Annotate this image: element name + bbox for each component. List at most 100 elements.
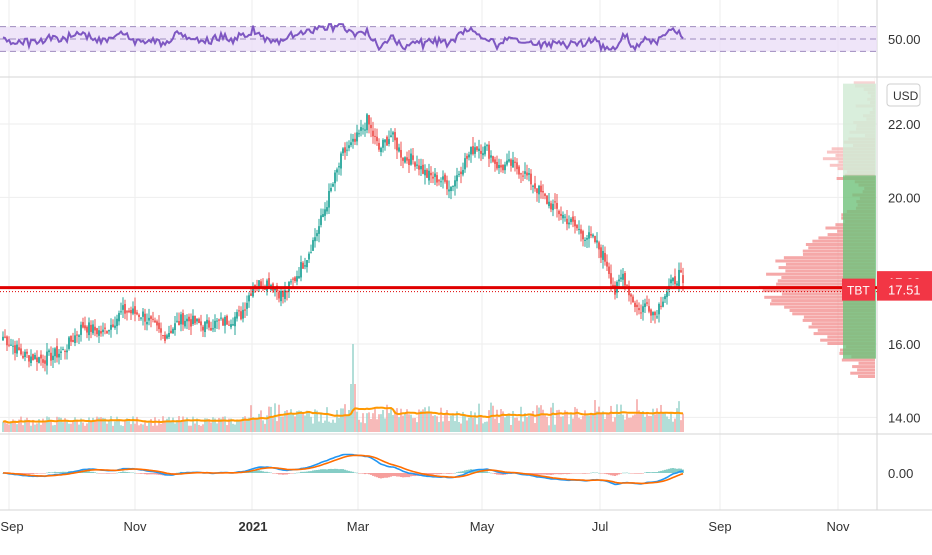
- volume-bar: [408, 414, 410, 432]
- macd-histogram-bar: [336, 469, 337, 473]
- candle-body: [330, 188, 332, 191]
- candle-body: [14, 345, 16, 353]
- macd-histogram-bar: [400, 473, 401, 477]
- volume-bar: [22, 425, 24, 432]
- candle-body: [360, 127, 362, 131]
- volume-bar: [76, 420, 78, 432]
- time-tick-label: Sep: [708, 519, 731, 534]
- volume-bar: [484, 422, 486, 432]
- macd-histogram-bar: [274, 473, 275, 474]
- candle-body: [620, 277, 622, 279]
- volume-bar: [88, 417, 90, 432]
- candle-body: [198, 319, 200, 323]
- macd-histogram-bar: [148, 473, 149, 474]
- candle-body: [448, 189, 450, 191]
- candle-body: [144, 314, 146, 322]
- level-price-value: 17.51: [888, 283, 921, 298]
- macd-histogram-bar: [46, 473, 47, 474]
- volume-bar: [380, 414, 382, 432]
- candle-body: [110, 325, 112, 330]
- candle-body: [148, 318, 150, 321]
- macd-histogram-bar: [322, 469, 323, 473]
- value-area-upper-box: [843, 84, 876, 176]
- volume-bar: [628, 418, 630, 432]
- volume-bar: [402, 416, 404, 432]
- volume-profile: [759, 78, 876, 378]
- time-tick-label: Mar: [347, 519, 370, 534]
- volume-bar: [294, 416, 296, 432]
- volume-bar: [412, 418, 414, 432]
- macd-histogram-bar: [624, 473, 625, 474]
- volume-bar: [480, 416, 482, 432]
- macd-histogram-bar: [294, 473, 295, 474]
- candle-body: [322, 214, 324, 217]
- macd-histogram-bar: [558, 473, 559, 474]
- volume-bar: [580, 419, 582, 432]
- volume-bar: [70, 424, 72, 432]
- time-tick-label: May: [470, 519, 495, 534]
- macd-histogram-bar: [454, 473, 455, 474]
- macd-panel: [2, 455, 683, 485]
- candle-body: [294, 277, 296, 281]
- volume-bar: [434, 415, 436, 432]
- candle-body: [406, 157, 408, 160]
- macd-histogram-bar: [348, 471, 349, 473]
- candle-body: [446, 180, 448, 189]
- candle-body: [138, 315, 140, 317]
- macd-histogram-bar: [580, 473, 581, 474]
- macd-histogram-bar: [548, 473, 549, 475]
- macd-histogram-bar: [620, 473, 621, 474]
- volume-bar: [94, 420, 96, 432]
- volume-bar: [338, 418, 340, 432]
- volume-bar: [520, 407, 522, 432]
- macd-histogram-bar: [614, 473, 615, 476]
- macd-histogram-bar: [674, 468, 675, 473]
- macd-histogram-bar: [264, 472, 265, 473]
- candle-body: [464, 158, 466, 169]
- candle-body: [170, 331, 172, 333]
- macd-histogram-bar: [612, 473, 613, 476]
- candle-body: [356, 132, 358, 141]
- volume-bar: [174, 423, 176, 432]
- candle-body: [176, 321, 178, 322]
- macd-histogram-bar: [388, 473, 389, 477]
- volume-bar: [550, 407, 552, 432]
- volume-bar: [212, 417, 214, 432]
- macd-histogram-bar: [138, 473, 139, 474]
- volume-bar: [292, 414, 294, 432]
- volume-bar: [232, 424, 234, 432]
- candle-body: [638, 308, 640, 310]
- macd-histogram-bar: [108, 473, 109, 474]
- macd-histogram-bar: [98, 473, 99, 474]
- candle-body: [544, 194, 546, 196]
- volume-bar: [436, 416, 438, 432]
- candle-body: [566, 219, 568, 224]
- candle-body: [486, 145, 488, 146]
- volume-bar: [636, 399, 638, 432]
- volume-bar: [464, 416, 466, 432]
- volume-bar: [194, 424, 196, 432]
- candle-body: [316, 233, 318, 236]
- macd-histogram-bar: [584, 473, 585, 474]
- macd-histogram-bar: [94, 472, 95, 473]
- volume-bar: [310, 417, 312, 432]
- candle-body: [82, 322, 84, 327]
- volume-bar: [62, 422, 64, 432]
- volume-bar: [96, 417, 98, 432]
- volume-bar: [574, 407, 576, 432]
- candle-body: [8, 345, 10, 346]
- candle-body: [124, 304, 126, 314]
- volume-bar: [504, 417, 506, 432]
- volume-bar: [476, 424, 478, 432]
- volume-bar: [610, 406, 612, 432]
- macd-histogram-bar: [122, 472, 123, 473]
- macd-histogram-bar: [456, 472, 457, 473]
- candle-body: [530, 174, 532, 185]
- candle-body: [424, 170, 426, 176]
- macd-histogram-bar: [384, 473, 385, 478]
- volume-bar: [566, 412, 568, 432]
- macd-histogram-bar: [368, 473, 369, 474]
- macd-histogram-bar: [666, 469, 667, 473]
- macd-histogram-bar: [576, 473, 577, 474]
